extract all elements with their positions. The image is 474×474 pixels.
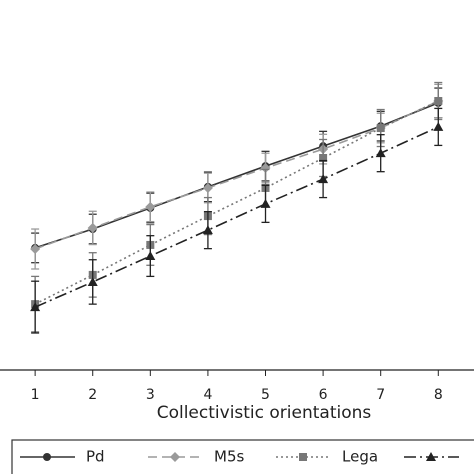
x-tick-label: 3 xyxy=(146,387,155,403)
x-axis-label: Collectivistic orientations xyxy=(157,403,372,423)
legend-box xyxy=(11,439,474,474)
marker xyxy=(319,153,328,162)
x-tick-label: 4 xyxy=(203,387,212,403)
marker xyxy=(260,162,271,173)
x-tick-label: 6 xyxy=(319,387,328,403)
marker xyxy=(87,276,98,286)
marker xyxy=(434,97,443,106)
x-tick-label: 8 xyxy=(434,387,443,403)
x-tick-label: 1 xyxy=(31,387,40,403)
marker xyxy=(375,148,386,158)
marker xyxy=(202,182,213,193)
series-line xyxy=(34,126,439,308)
series-line xyxy=(34,100,439,305)
marker xyxy=(318,174,329,184)
marker xyxy=(202,225,213,235)
legend-marker xyxy=(170,452,180,462)
marker xyxy=(145,201,156,212)
marker xyxy=(433,121,444,131)
marker xyxy=(376,124,385,133)
marker xyxy=(87,222,98,233)
series-line xyxy=(34,102,439,249)
marker xyxy=(30,302,41,312)
legend-marker xyxy=(299,453,307,461)
legend-marker xyxy=(43,453,51,461)
x-tick-label: 5 xyxy=(261,387,270,403)
legend-label: Lega xyxy=(342,448,378,466)
series-line xyxy=(34,100,439,250)
x-tick-label: 7 xyxy=(376,387,385,403)
legend-marker xyxy=(426,452,436,461)
marker xyxy=(145,251,156,261)
x-tick-label: 2 xyxy=(88,387,97,403)
legend-label: M5s xyxy=(214,448,244,466)
marker xyxy=(30,244,41,255)
legend-label: Pd xyxy=(86,448,105,466)
marker xyxy=(260,198,271,208)
